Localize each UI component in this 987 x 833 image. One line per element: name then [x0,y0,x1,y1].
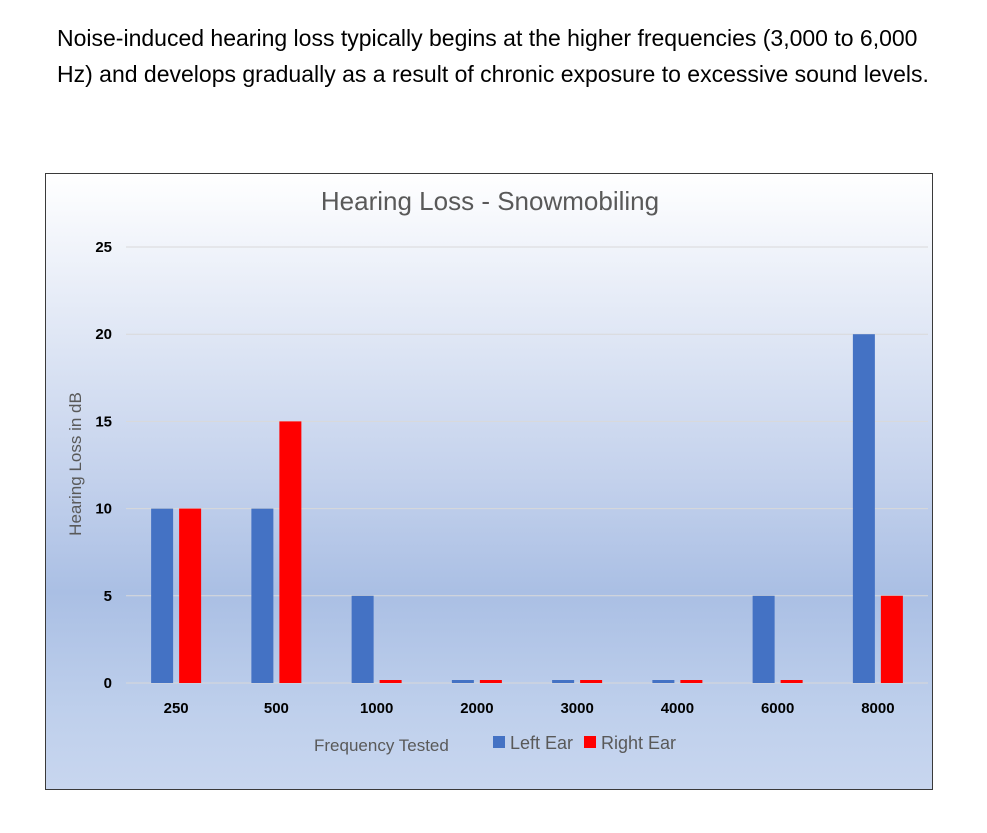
legend-label-right-ear: Right Ear [601,733,676,753]
bar-chart: Hearing Loss - Snowmobiling 0 5 10 15 20 25 2… [66,186,928,755]
x-axis-ticks: 250 500 1000 2000 3000 4000 6000 8000 [164,700,895,717]
bar-left-ear-500 [251,508,274,683]
chart-frame: Hearing Loss - Snowmobiling 0 5 10 15 20 25 2… [45,173,933,790]
bar-left-ear-2000 [451,680,474,683]
y-tick-label: 5 [104,588,112,605]
legend-label-left-ear: Left Ear [510,733,573,753]
y-tick-label: 25 [95,239,112,256]
x-tick-label: 8000 [861,700,894,717]
y-tick-label: 20 [95,326,112,343]
legend-swatch-left-ear [493,736,505,748]
bars [151,334,903,683]
legend-swatch-right-ear [584,736,596,748]
x-tick-label: 2000 [460,700,493,717]
legend: Frequency Tested Left Ear Right Ear [314,733,676,755]
bar-right-ear-8000 [880,595,903,683]
bar-right-ear-1000 [379,680,402,683]
x-tick-label: 4000 [661,700,694,717]
y-axis-ticks: 0 5 10 15 20 25 [95,239,112,692]
gridlines [126,246,928,684]
x-tick-label: 250 [164,700,189,717]
x-tick-label: 1000 [360,700,393,717]
bar-left-ear-1000 [351,595,374,683]
x-axis-label: Frequency Tested [314,736,449,755]
chart-title: Hearing Loss - Snowmobiling [321,186,659,216]
bar-left-ear-8000 [852,334,875,683]
y-axis-label: Hearing Loss in dB [66,392,85,536]
bar-right-ear-500 [279,421,302,683]
bar-left-ear-6000 [752,595,775,683]
y-tick-label: 10 [95,501,112,518]
bar-left-ear-4000 [652,680,675,683]
bar-right-ear-6000 [780,680,803,683]
bar-left-ear-3000 [552,680,575,683]
y-tick-label: 0 [104,675,112,692]
y-tick-label: 15 [95,413,112,430]
intro-paragraph: Noise-induced hearing loss typically beg… [57,25,929,87]
x-tick-label: 3000 [560,700,593,717]
x-tick-label: 500 [264,700,289,717]
x-tick-label: 6000 [761,700,794,717]
bar-right-ear-2000 [479,680,502,683]
bar-left-ear-250 [151,508,174,683]
bar-right-ear-3000 [580,680,603,683]
bar-right-ear-4000 [680,680,703,683]
bar-right-ear-250 [179,508,202,683]
